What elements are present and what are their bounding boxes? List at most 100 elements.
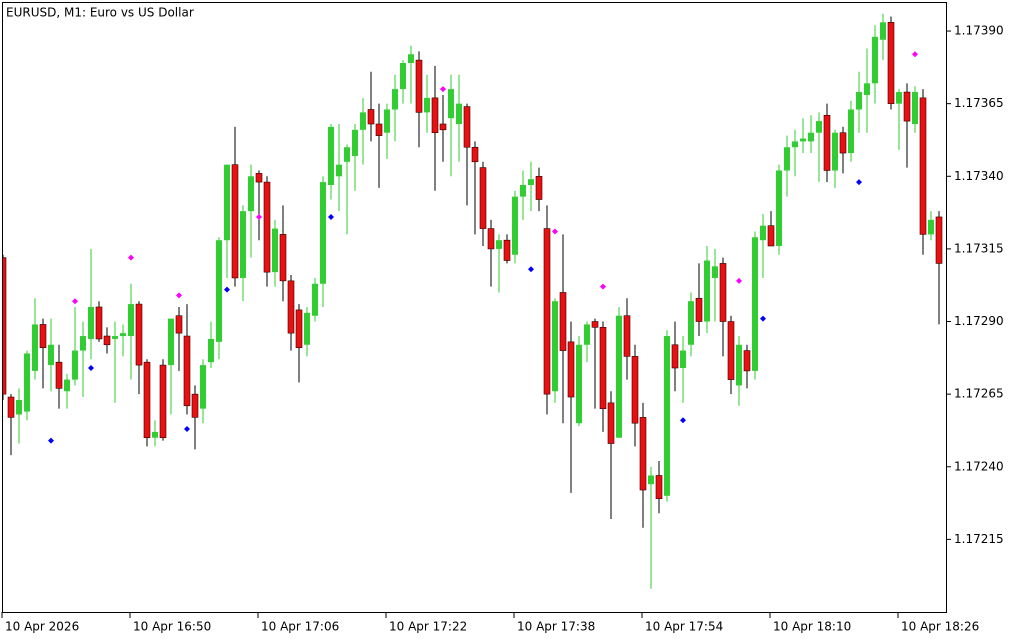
y-tick-label: 1.17365 — [954, 96, 1004, 110]
x-tick-label: 10 Apr 17:54 — [645, 620, 723, 634]
candle-body — [887, 22, 895, 104]
candle-body — [88, 307, 94, 339]
candle-body — [295, 309, 303, 348]
candle-body — [48, 344, 54, 366]
candle-body — [39, 324, 47, 348]
candle-body — [312, 283, 318, 316]
candle-body — [736, 344, 742, 386]
candle-body — [872, 36, 878, 84]
fractal-marker — [856, 179, 862, 186]
fractal-marker — [736, 277, 742, 284]
candle-body — [216, 240, 222, 342]
candle-body — [32, 324, 38, 371]
candle-body — [408, 54, 414, 63]
candle-body — [856, 92, 862, 110]
candle-body — [463, 106, 471, 148]
candle-body — [16, 399, 22, 415]
fractal-marker — [528, 266, 534, 273]
candle-body — [559, 292, 567, 351]
fractal-marker — [552, 228, 558, 235]
candle-body — [639, 417, 647, 491]
candle-body — [208, 338, 214, 363]
x-tick-label: 10 Apr 16:50 — [133, 620, 211, 634]
candle-body — [839, 132, 847, 154]
candle-body — [159, 364, 167, 439]
candle-body — [648, 475, 654, 485]
candle-body — [279, 234, 287, 282]
candle-body — [503, 239, 511, 261]
candle-body — [272, 228, 278, 273]
candle-body — [727, 321, 735, 380]
candle-body — [919, 97, 927, 235]
candle-body — [712, 266, 718, 278]
candle-body — [631, 356, 639, 424]
candle-body — [439, 123, 447, 131]
candle-body — [424, 97, 430, 113]
candle-body — [231, 164, 239, 279]
candle-body — [128, 304, 134, 337]
candle-body — [816, 121, 822, 133]
candle-body — [848, 109, 854, 154]
candle-body — [320, 182, 326, 284]
candle-body — [776, 170, 782, 246]
x-tick-label: 10 Apr 18:26 — [901, 620, 979, 634]
x-tick-label: 10 Apr 18:10 — [773, 620, 851, 634]
candle-body — [183, 335, 191, 407]
candle-body — [95, 306, 103, 340]
candle-body — [496, 240, 502, 249]
candle-body — [255, 173, 263, 183]
candle-body — [352, 129, 358, 156]
candle-body — [360, 112, 366, 130]
fractal-marker — [48, 437, 54, 444]
chart-title: EURUSD, M1: Euro vs US Dollar — [6, 6, 194, 20]
candle-body — [512, 196, 518, 255]
candle-body — [719, 263, 727, 322]
candle-body — [375, 123, 383, 136]
candle-body — [864, 83, 870, 95]
fractal-marker — [600, 283, 606, 290]
candle-body — [616, 315, 622, 438]
fractal-marker — [912, 51, 918, 58]
y-tick-label: 1.17315 — [954, 241, 1004, 255]
candle-body — [64, 379, 70, 392]
candle-body — [896, 92, 902, 104]
fractal-marker — [184, 426, 190, 432]
candle-body — [263, 181, 271, 273]
candle-body — [175, 315, 183, 334]
candle-body — [7, 396, 15, 418]
fractal-marker — [176, 292, 182, 299]
candle-body — [120, 333, 126, 337]
candle-body — [832, 132, 838, 171]
candle-body — [695, 297, 703, 322]
candle-body — [535, 175, 543, 200]
candle-body — [287, 280, 295, 334]
candle-body — [823, 114, 831, 171]
candle-body — [808, 132, 814, 142]
candle-body — [912, 92, 918, 124]
candle-body — [520, 185, 526, 197]
candle-body — [704, 260, 710, 322]
candle-body — [800, 138, 806, 142]
candle-body — [928, 219, 934, 235]
candle-body — [135, 303, 143, 366]
candle-body — [384, 109, 390, 133]
candle-body — [392, 89, 398, 110]
candle-body — [743, 350, 751, 372]
candle-body — [487, 228, 495, 250]
fractal-marker — [680, 417, 686, 424]
candle-body — [688, 301, 694, 345]
fractal-marker — [760, 315, 766, 322]
candle-body — [240, 211, 246, 278]
candle-body — [152, 431, 158, 438]
candle-body — [576, 344, 582, 424]
candle-body — [664, 336, 670, 496]
fractal-marker — [88, 365, 94, 371]
candle-body — [248, 176, 254, 212]
candle-body — [752, 237, 758, 371]
plot-frame — [2, 2, 947, 613]
candle-body — [528, 179, 534, 185]
x-tick-label: 10 Apr 17:38 — [517, 620, 595, 634]
candle-body — [168, 318, 174, 366]
candle-body — [431, 97, 439, 134]
